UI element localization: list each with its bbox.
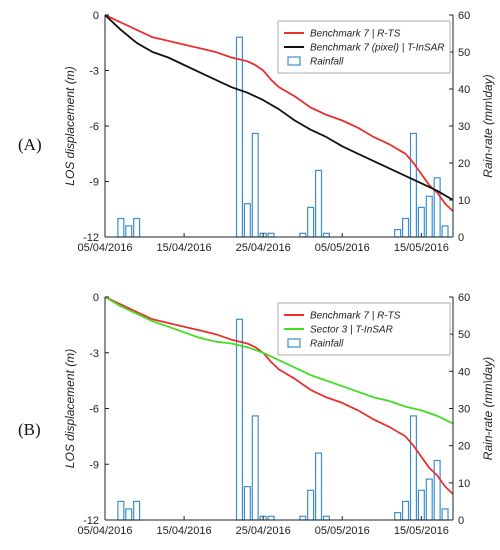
panel-label: (B) [18, 420, 41, 439]
rainfall-bar [251, 415, 259, 521]
legend-box [277, 20, 451, 74]
rainfall-bar [235, 318, 244, 521]
rainfall-bar [267, 515, 275, 521]
legend: Benchmark 7 | R-TS Sector 3 | T-InSAR Rain… [277, 302, 451, 356]
rainfall-bar [322, 232, 331, 238]
rainfall-bar [409, 132, 418, 238]
rainfall-bar [299, 515, 307, 521]
y-right-tick-label: 60 [458, 292, 470, 304]
y-right-tick-label: 10 [458, 478, 470, 490]
rainfall-bar [402, 217, 410, 238]
rainfall-bar [322, 515, 331, 521]
rainfall-bar [243, 486, 251, 521]
chart-panel-b: (B) 0 -3 -6 -9 -12 60 50 40 30 20 10 0 05/04/2016 15/0… [18, 292, 495, 537]
y-axis-right-title: Rain-rate (mm\day) [481, 74, 495, 177]
y-right-tick-label: 20 [458, 158, 470, 170]
rainfall-bar [441, 508, 449, 521]
rainfall-bar [394, 229, 402, 238]
y-right-tick-label: 50 [458, 329, 470, 341]
y-left-tick-label: -9 [89, 177, 99, 189]
legend-bar-swatch [287, 338, 301, 348]
x-tick-label: 05/05/2016 [315, 525, 370, 537]
y-left-tick-label: -3 [89, 66, 99, 78]
rainfall-bar [133, 217, 141, 238]
series-line-benchmark-rts [104, 296, 454, 495]
rainfall-bar [125, 225, 133, 238]
rainfall-bar [425, 195, 433, 238]
legend-entry-label: Rainfall [310, 57, 344, 68]
x-tick-label: 25/04/2016 [236, 242, 291, 254]
y-left-tick-label: -12 [83, 232, 99, 244]
rainfall-bar [307, 489, 315, 521]
y-right-tick-label: 40 [458, 366, 470, 378]
y-right-tick-label: 10 [458, 195, 470, 207]
y-left-tick-label: -12 [83, 515, 99, 527]
panel-label: (A) [18, 135, 42, 154]
series-line-tinsar [104, 296, 454, 425]
series-line-benchmark-rts [104, 14, 454, 212]
rainfall-bar [315, 169, 323, 238]
y-right-tick-label: 30 [458, 121, 470, 133]
legend-entry-label: Benchmark 7 | R-TS [310, 311, 401, 322]
y-axis-left-title: LOS displacement (m) [63, 66, 77, 185]
y-left-tick-label: 0 [93, 10, 99, 22]
rainfall-bar [425, 478, 433, 521]
y-left-tick-label: -3 [89, 348, 99, 360]
rainfall-bar [267, 232, 275, 238]
rainfall-bar [417, 489, 425, 521]
x-tick-label: 05/05/2016 [315, 242, 370, 254]
rainfall-bar [315, 452, 323, 521]
y-left-tick-label: -6 [89, 404, 99, 416]
legend-entry-label: Benchmark 7 (pixel) | T-InSAR [310, 43, 445, 54]
y-right-tick-label: 60 [458, 10, 470, 22]
y-left-tick-label: 0 [93, 292, 99, 304]
x-tick-label: 05/04/2016 [77, 242, 132, 254]
y-left-tick-label: -6 [89, 121, 99, 133]
y-left-tick-label: -9 [89, 459, 99, 471]
rainfall-bar [409, 415, 418, 521]
series-line-tinsar [104, 14, 454, 201]
y-right-tick-label: 20 [458, 441, 470, 453]
rainfall-bar [299, 232, 307, 238]
y-right-tick-label: 0 [458, 515, 464, 527]
x-tick-label: 15/04/2016 [157, 525, 212, 537]
legend-entry-label: Sector 3 | T-InSAR [310, 325, 393, 336]
y-axis-right-title: Rain-rate (mm\day) [481, 357, 495, 460]
rainfall-bar [133, 500, 141, 521]
x-tick-label: 15/04/2016 [157, 242, 212, 254]
rainfall-bar [433, 459, 441, 521]
rainfall-bar [417, 206, 425, 238]
legend-box [277, 302, 451, 356]
y-right-tick-label: 30 [458, 404, 470, 416]
rainfall-bar [243, 203, 251, 238]
rainfall-bar [251, 132, 259, 238]
x-tick-label: 25/04/2016 [236, 525, 291, 537]
rainfall-bar [307, 206, 315, 238]
x-tick-label: 15/05/2016 [394, 242, 449, 254]
rainfall-bar [433, 177, 441, 238]
rainfall-bar [402, 500, 410, 521]
rainfall-bar [117, 500, 125, 521]
rainfall-bar [117, 217, 125, 238]
x-tick-label: 05/04/2016 [77, 525, 132, 537]
legend-entry-label: Benchmark 7 | R-TS [310, 29, 401, 40]
rainfall-bar [441, 225, 449, 238]
rainfall-bar [235, 36, 244, 238]
y-axis-left-title: LOS displacement (m) [63, 349, 77, 468]
y-right-tick-label: 50 [458, 47, 470, 59]
rainfall-bar [125, 508, 133, 521]
y-right-tick-label: 0 [458, 232, 464, 244]
x-tick-label: 15/05/2016 [394, 525, 449, 537]
y-right-tick-label: 40 [458, 84, 470, 96]
legend-bar-swatch [287, 56, 301, 66]
rainfall-bar [394, 511, 402, 521]
legend-entry-label: Rainfall [310, 339, 344, 350]
legend: Benchmark 7 | R-TS Benchmark 7 (pixel) | … [277, 20, 451, 74]
chart-panel-a: (A) 0 -3 -6 -9 -12 60 50 40 30 20 10 0 05/04/2016 15/0… [18, 10, 495, 254]
